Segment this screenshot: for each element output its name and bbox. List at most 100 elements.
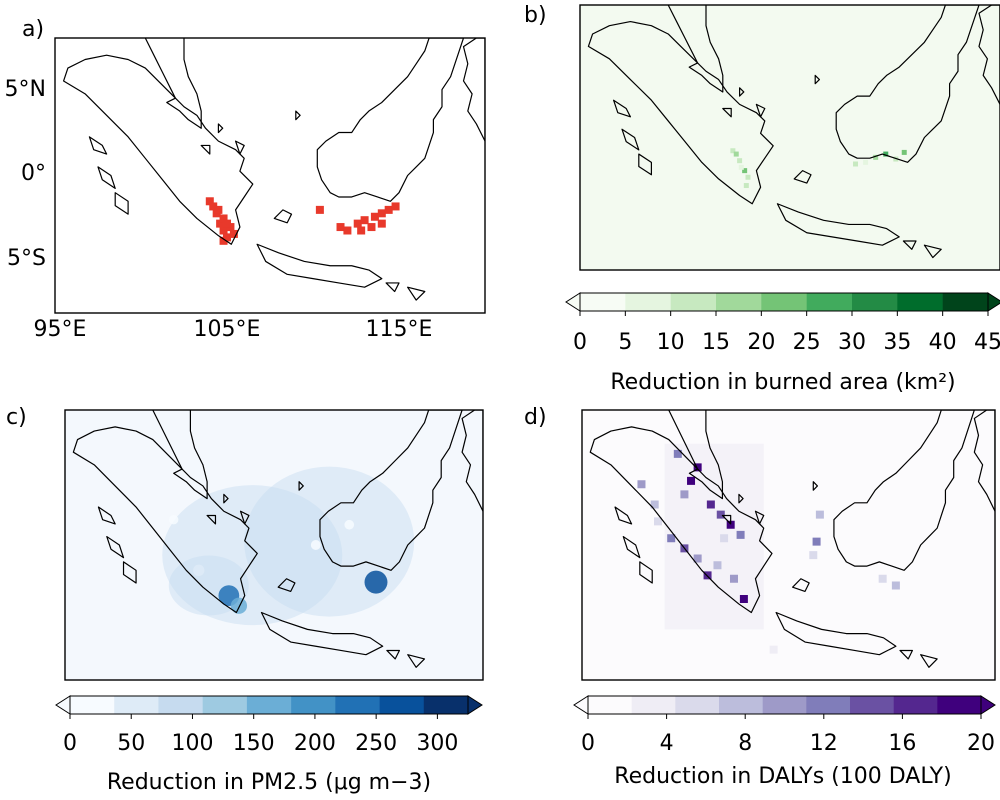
- colorbar-bin-5: [806, 696, 851, 714]
- panel-label: d): [524, 405, 547, 430]
- panel-label: a): [22, 17, 44, 42]
- colorbar-bin-2: [675, 696, 720, 714]
- fire-cell-3: [216, 219, 225, 228]
- fire-cell-12: [315, 205, 324, 214]
- map-frame: [64, 409, 484, 681]
- panel-label: b): [524, 3, 547, 28]
- fire-cell-11: [219, 236, 228, 245]
- colorbar-tick-label: 4: [660, 731, 674, 756]
- fire-cell-1: [209, 202, 218, 211]
- colorbar-tick-label: 8: [738, 731, 752, 756]
- daly-cell-21: [809, 551, 818, 560]
- colorbar-extend-high: [467, 695, 483, 715]
- map-frame: [54, 37, 486, 314]
- colorbar-bin-3: [719, 696, 763, 714]
- daly-cell-13: [653, 517, 662, 526]
- colorbar-extend-low: [565, 292, 581, 312]
- fire-cell-13: [336, 223, 345, 232]
- colorbar-tick-label: 0: [581, 731, 595, 756]
- colorbar-tick-label: 12: [810, 731, 838, 756]
- colorbar-bin-1: [631, 696, 676, 714]
- colorbar-bin-5: [291, 696, 336, 714]
- colorbar-extend-low: [55, 695, 71, 715]
- colorbar-bin-1: [625, 293, 671, 311]
- map-frame: [579, 4, 1000, 271]
- fire-cell-22: [357, 226, 366, 235]
- colorbar-tick-label: 5: [618, 330, 632, 355]
- daly-cell-20: [812, 537, 821, 546]
- colorbar-label: Reduction in DALYs (100 DALY): [614, 764, 951, 789]
- colorbar-tick-label: 35: [883, 330, 911, 355]
- x-tick-label: 115°E: [366, 317, 433, 342]
- colorbar-tick-label: 200: [294, 731, 336, 756]
- burned-cell-11: [863, 159, 869, 165]
- colorbar-bin-4: [762, 696, 807, 714]
- colorbar: 0 4 8 12 16 20 Reduction in DALYs (100 DALY): [573, 695, 996, 789]
- pm25-cell-2: [364, 570, 388, 594]
- daly-cell-18: [720, 534, 729, 543]
- fire-cell-0: [205, 197, 214, 206]
- x-tick-label: 105°E: [194, 317, 261, 342]
- pm25-plume-1: [244, 466, 415, 617]
- colorbar-extend-low: [573, 695, 589, 715]
- daly-cell-7: [736, 530, 745, 539]
- colorbar-tick-label: 20: [967, 731, 995, 756]
- y-tick-label: 0°: [21, 161, 46, 186]
- burned-cell-12: [853, 161, 859, 167]
- x-tick-label: 95°E: [34, 317, 87, 342]
- fire-cell-9: [214, 205, 223, 214]
- fire-cell-4: [219, 226, 228, 235]
- colorbar-tick-label: 20: [747, 330, 775, 355]
- daly-field: [664, 443, 764, 630]
- panel-label: c): [6, 405, 27, 430]
- daly-cell-0: [673, 449, 682, 458]
- daly-cell-1: [693, 463, 702, 472]
- panel-3: c) 0 50 100 150 200 250 300 Reduction in PM2.5 (…: [6, 405, 484, 795]
- daly-cell-12: [650, 500, 659, 509]
- colorbar-tick-label: 10: [657, 330, 685, 355]
- daly-cell-9: [729, 574, 738, 583]
- daly-cell-8: [713, 561, 722, 570]
- daly-cell-10: [739, 595, 748, 603]
- burned-cell-6: [743, 183, 749, 189]
- fire-cell-18: [377, 209, 386, 218]
- fire-cell-15: [353, 219, 362, 228]
- burned-cell-0: [730, 148, 736, 154]
- colorbar-tick-label: 25: [793, 330, 821, 355]
- pm25-cell-5: [344, 519, 355, 530]
- colorbar: 0 5 10 15 20 25 30 35 40 45 Reduction in burned ar…: [565, 292, 1000, 395]
- colorbar-bin-4: [246, 696, 292, 714]
- colorbar-label: Reduction in burned area (km²): [610, 370, 955, 395]
- burned-cell-2: [737, 158, 743, 164]
- colorbar-bin-6: [850, 696, 894, 714]
- daly-cell-22: [878, 574, 887, 583]
- burned-cell-7: [873, 154, 879, 160]
- colorbar-bin-6: [335, 696, 380, 714]
- burned-cell-8: [883, 151, 889, 157]
- colorbar-bin-5: [806, 293, 853, 311]
- colorbar-tick-label: 0: [573, 330, 587, 355]
- colorbar-extend-high: [980, 695, 996, 715]
- fire-cell-23: [391, 202, 400, 211]
- fire-cell-21: [367, 223, 376, 232]
- burned-cell-1: [733, 151, 739, 157]
- colorbar-bin-6: [852, 293, 898, 311]
- daly-cell-4: [706, 500, 715, 509]
- daly-cell-24: [769, 645, 778, 654]
- y-tick-label: 5°N: [5, 77, 46, 102]
- colorbar-tick-label: 45: [974, 330, 1000, 355]
- colorbar-bin-8: [942, 293, 989, 311]
- fire-cell-16: [360, 216, 369, 225]
- daly-cell-19: [815, 510, 824, 519]
- colorbar-frame: [579, 292, 989, 312]
- colorbar-tick-label: 100: [171, 731, 213, 756]
- colorbar-frame: [69, 695, 469, 715]
- map-frame: [581, 409, 996, 681]
- fire-cell-20: [377, 219, 386, 228]
- panels: a) 95°E 105°E 115°E 5°N 0° 5°S b) 0 5 10 15 20 25 30 35…: [5, 3, 1000, 795]
- colorbar-tick-label: 150: [233, 731, 275, 756]
- colorbar-tick-label: 40: [929, 330, 957, 355]
- colorbar-bin-2: [158, 696, 203, 714]
- daly-cell-14: [667, 534, 676, 543]
